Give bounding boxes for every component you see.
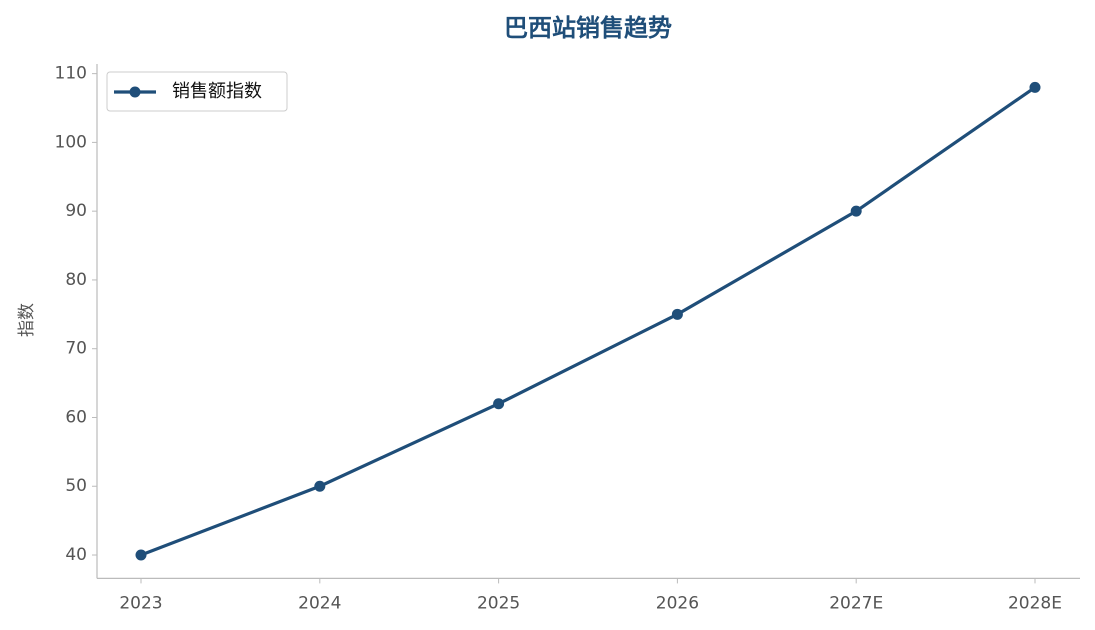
legend-box — [106, 71, 288, 112]
y-tick-label: 100 — [55, 132, 87, 152]
x-tick-label: 2024 — [298, 593, 341, 613]
y-tick-label: 90 — [65, 201, 87, 221]
legend-label: 销售额指数 — [172, 81, 262, 102]
legend-marker — [129, 86, 141, 98]
x-tick-label: 2023 — [119, 593, 162, 613]
x-tick-label: 2026 — [656, 593, 699, 613]
x-tick-label: 2028E — [1008, 593, 1062, 613]
y-tick-label: 40 — [65, 545, 87, 565]
y-tick-label: 70 — [65, 339, 87, 359]
y-tick-label: 80 — [65, 270, 87, 290]
y-tick-label: 50 — [65, 476, 87, 496]
point — [671, 308, 683, 320]
point — [493, 398, 505, 410]
y-tick-label: 60 — [65, 407, 87, 427]
x-tick-label: 2025 — [477, 593, 520, 613]
x-tick-label: 2027E — [829, 593, 883, 613]
point — [1029, 81, 1041, 93]
chart-title: 巴西站销售趋势 — [504, 14, 672, 42]
y-tick-label: 110 — [55, 64, 87, 84]
point — [850, 205, 862, 217]
y-axis-label: 指数 — [17, 303, 37, 337]
point — [314, 480, 326, 492]
point — [135, 549, 147, 561]
series-line — [140, 86, 1036, 557]
